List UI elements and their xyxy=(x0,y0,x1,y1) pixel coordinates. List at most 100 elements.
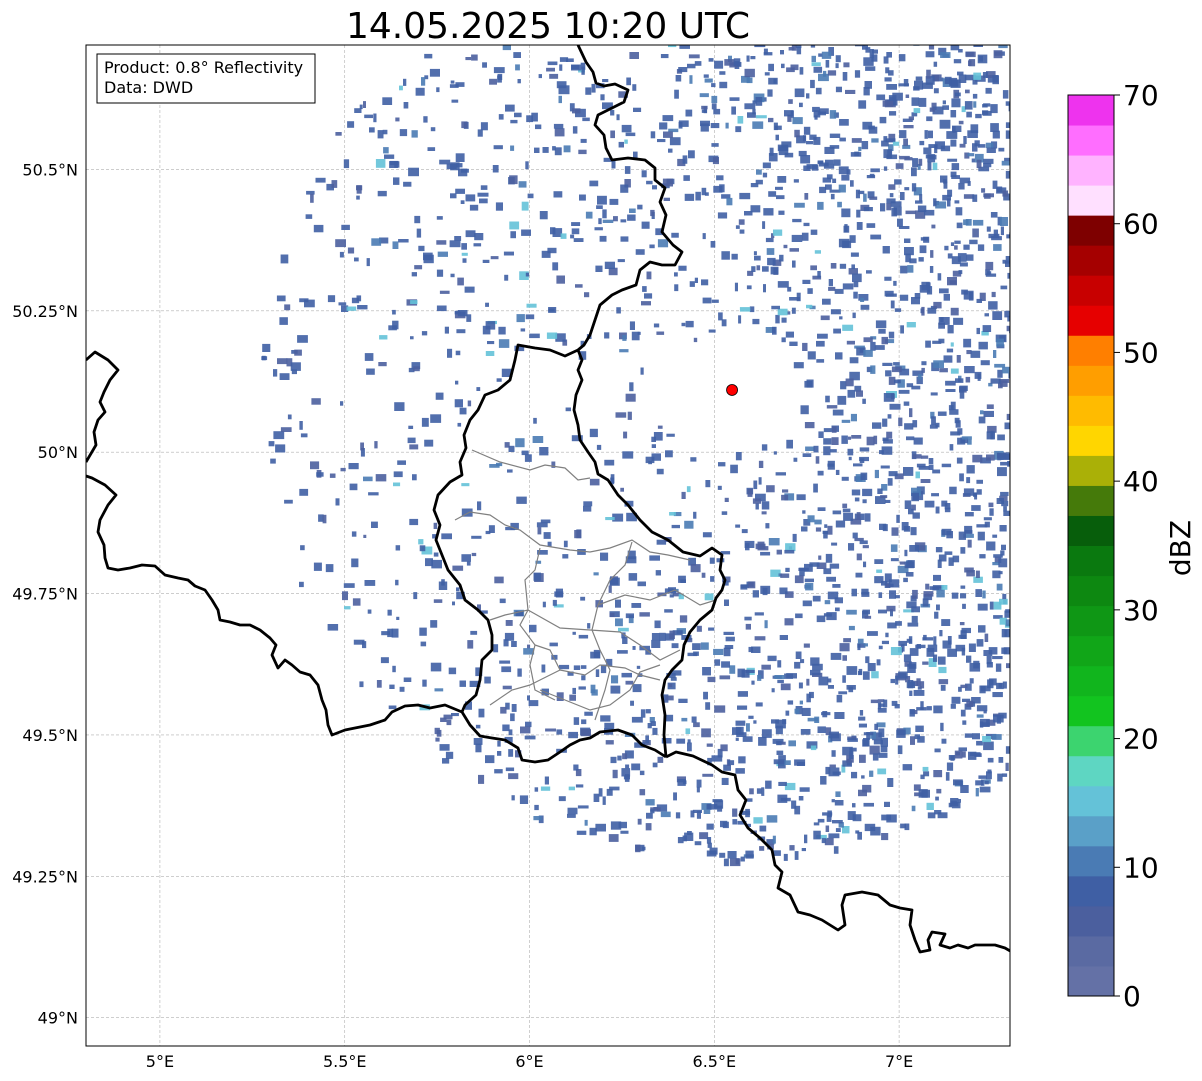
echo-cell xyxy=(918,97,927,107)
echo-cell xyxy=(1030,537,1041,545)
echo-cell xyxy=(911,492,919,502)
echo-cell xyxy=(1001,647,1008,654)
echo-cell xyxy=(804,30,811,36)
echo-cell xyxy=(945,0,954,2)
echo-cell xyxy=(861,141,869,150)
echo-cell xyxy=(722,576,731,583)
echo-cell xyxy=(449,240,461,248)
echo-cell xyxy=(839,263,847,269)
echo-cell xyxy=(911,97,920,106)
echo-cell xyxy=(546,67,555,72)
echo-cell xyxy=(678,698,688,703)
echo-cell xyxy=(650,721,656,726)
echo-cell xyxy=(646,812,653,819)
echo-cell xyxy=(969,9,979,13)
echo-cell xyxy=(898,226,910,229)
echo-cell xyxy=(1120,581,1128,585)
echo-cell xyxy=(953,779,963,786)
echo-cell xyxy=(827,525,833,535)
echo-cell xyxy=(700,123,709,132)
echo-cell xyxy=(936,604,940,611)
echo-cell xyxy=(582,117,590,122)
colorbar-bin xyxy=(1068,215,1114,246)
echo-cell xyxy=(1118,409,1126,416)
echo-cell xyxy=(881,640,889,645)
echo-cell xyxy=(1020,156,1027,161)
echo-cell xyxy=(1036,64,1046,69)
echo-cell xyxy=(945,380,956,386)
echo-cell xyxy=(997,467,1007,477)
echo-cell xyxy=(1070,82,1076,89)
echo-cell xyxy=(408,425,414,429)
echo-cell xyxy=(758,737,767,746)
echo-cell xyxy=(578,686,586,690)
echo-cell xyxy=(950,431,961,436)
echo-cell xyxy=(862,671,870,680)
echo-cell xyxy=(645,735,649,744)
echo-cell xyxy=(888,331,895,339)
echo-cell xyxy=(685,728,691,734)
echo-cell xyxy=(751,266,756,272)
echo-cell xyxy=(842,324,854,331)
echo-cell xyxy=(340,401,344,406)
colorbar-bin xyxy=(1068,185,1114,216)
echo-cell xyxy=(559,57,569,62)
echo-cell xyxy=(1151,502,1159,508)
echo-cell xyxy=(877,699,885,703)
colorbar-bin xyxy=(1068,785,1114,817)
echo-cell xyxy=(595,265,603,272)
echo-cell xyxy=(399,85,403,91)
echo-cell xyxy=(457,277,464,286)
echo-cell xyxy=(516,496,527,504)
echo-cell xyxy=(618,627,629,632)
echo-cell xyxy=(619,349,629,353)
echo-cell xyxy=(871,671,879,679)
echo-cell xyxy=(623,431,628,439)
echo-cell xyxy=(609,612,615,617)
echo-cell xyxy=(768,153,778,162)
echo-cell xyxy=(439,744,450,751)
echo-cell xyxy=(510,522,519,530)
echo-cell xyxy=(1061,340,1067,348)
echo-cell xyxy=(883,393,895,402)
echo-cell xyxy=(918,466,930,470)
echo-cell xyxy=(1039,470,1046,473)
echo-cell xyxy=(1165,245,1171,253)
echo-cell xyxy=(502,724,510,732)
echo-cell xyxy=(964,733,973,738)
echo-cell xyxy=(403,102,409,109)
echo-cell xyxy=(933,654,938,662)
echo-cell xyxy=(921,361,927,366)
echo-cell xyxy=(786,439,793,449)
echo-cell xyxy=(534,804,539,811)
echo-cell xyxy=(863,87,870,96)
echo-cell xyxy=(558,95,562,104)
echo-cell xyxy=(993,601,1002,610)
echo-cell xyxy=(994,363,1006,368)
echo-cell xyxy=(834,597,843,604)
echo-cell xyxy=(746,55,750,62)
echo-cell xyxy=(997,216,1002,226)
echo-cell xyxy=(936,8,946,17)
echo-cell xyxy=(777,176,787,183)
echo-cell xyxy=(867,631,878,636)
echo-cell xyxy=(461,168,469,173)
echo-cell xyxy=(500,706,507,714)
echo-cell xyxy=(517,668,522,677)
echo-cell xyxy=(1006,234,1010,239)
echo-cell xyxy=(462,258,467,263)
echo-cell xyxy=(735,225,740,229)
echo-cell xyxy=(956,355,961,363)
echo-cell xyxy=(364,580,376,586)
echo-cell xyxy=(828,286,836,291)
echo-cell xyxy=(815,527,822,532)
echo-cell xyxy=(659,632,666,641)
echo-cell xyxy=(618,141,624,148)
echo-cell xyxy=(656,468,664,475)
echo-cell xyxy=(1119,393,1127,397)
echo-cell xyxy=(387,628,394,638)
echo-cell xyxy=(796,135,806,144)
echo-cell xyxy=(959,262,968,267)
echo-cell xyxy=(300,545,305,551)
echo-cell xyxy=(629,208,636,213)
